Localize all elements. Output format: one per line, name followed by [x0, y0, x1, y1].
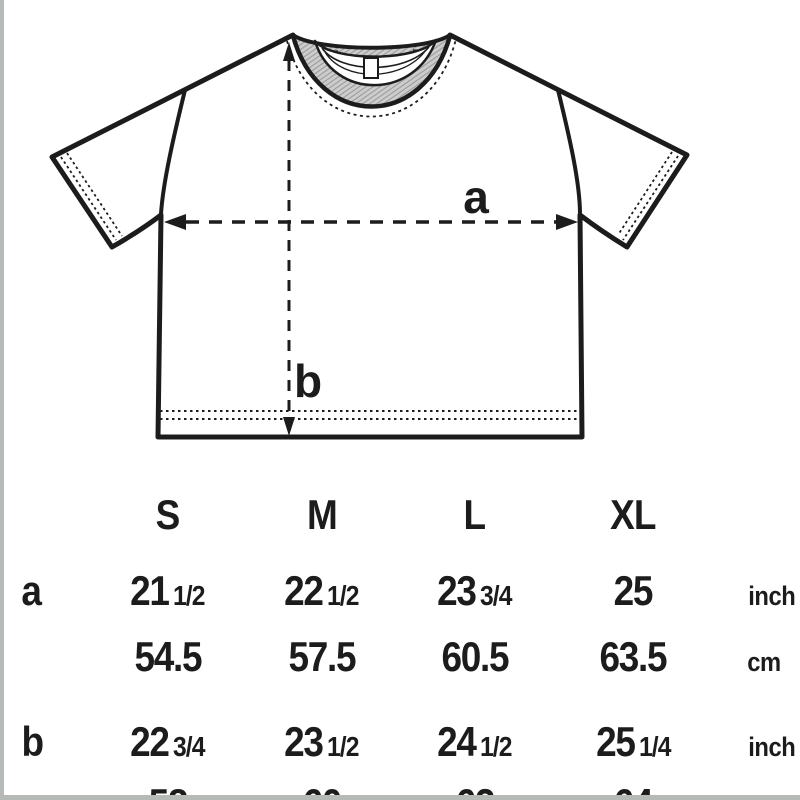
hem-stitching [160, 410, 580, 420]
collar-end-curl-right [412, 41, 434, 52]
b-inch-unit-text: inch [748, 732, 796, 762]
row-label-b: b [0, 719, 90, 765]
a-inch-s-whole: 21 [130, 567, 170, 614]
size-header-s-text: S [155, 491, 181, 538]
width-dimension-label: a [463, 171, 489, 223]
a-inch-m-frac: 1/2 [327, 580, 360, 611]
b-inch-l-frac: 1/2 [480, 731, 513, 762]
a-inch-l-frac: 3/4 [480, 580, 513, 611]
size-header-row: S M L XL [0, 490, 800, 540]
size-header-xl: XL [551, 490, 715, 540]
a-inch-xl-whole: 25 [613, 567, 654, 614]
length-arrow-down [283, 417, 295, 436]
a-inch-unit: inch [715, 573, 800, 619]
size-table: S M L XL a 21 1/2 22 1/2 23 3/4 25 inch 54.… [0, 460, 800, 800]
b-inch-s-frac: 3/4 [173, 731, 206, 762]
size-header-l: L [398, 490, 551, 540]
collar-end-curl-left [317, 42, 339, 53]
length-dimension-label: b [294, 355, 322, 407]
b-inch-m-frac: 1/2 [327, 731, 360, 762]
a-cm-s: 54.5 [90, 634, 245, 680]
a-inch-m-whole: 22 [284, 567, 324, 614]
length-arrow-up [283, 42, 295, 61]
left-cuff-stitching [60, 152, 123, 241]
row-b-inch: b 22 3/4 23 1/2 24 1/2 25 1/4 inch [0, 719, 800, 775]
a-cm-xl: 63.5 [551, 634, 715, 680]
b-inch-m-whole: 23 [284, 718, 324, 765]
a-cm-m-text: 57.5 [288, 633, 356, 680]
a-inch-l: 23 3/4 [398, 568, 551, 624]
right-armhole-seam [556, 89, 582, 215]
row-label-a-text: a [21, 567, 42, 614]
b-inch-m: 23 1/2 [245, 719, 398, 775]
a-inch-l-whole: 23 [437, 567, 477, 614]
b-inch-l: 24 1/2 [398, 719, 551, 775]
row-a-inch: a 21 1/2 22 1/2 23 3/4 25 inch [0, 568, 800, 624]
tshirt-diagram: a b [49, 32, 690, 440]
a-cm-m: 57.5 [245, 634, 398, 680]
a-cm-l: 60.5 [398, 634, 551, 680]
a-inch-m: 22 1/2 [245, 568, 398, 624]
a-cm-unit: cm [715, 639, 800, 685]
width-arrow-right [556, 214, 578, 230]
size-header-xl-text: XL [610, 491, 656, 538]
b-inch-l-whole: 24 [437, 718, 477, 765]
a-inch-s: 21 1/2 [90, 568, 245, 624]
a-inch-unit-text: inch [748, 581, 796, 611]
a-inch-xl: 25 [551, 568, 715, 624]
b-inch-s: 22 3/4 [90, 719, 245, 775]
left-armhole-seam [159, 89, 187, 215]
b-inch-xl-frac: 1/4 [638, 731, 672, 762]
right-cuff-stitching [617, 151, 679, 241]
a-inch-s-frac: 1/2 [173, 580, 206, 611]
size-header-m-text: M [306, 491, 338, 538]
a-cm-unit-text: cm [747, 647, 781, 677]
bottom-edge-strip [0, 795, 800, 800]
row-a-cm: 54.5 57.5 60.5 63.5 cm [0, 634, 800, 685]
b-inch-s-whole: 22 [130, 718, 170, 765]
tshirt-technical-drawing: a b [49, 32, 690, 440]
size-header-l-text: L [463, 491, 487, 538]
row-label-a: a [0, 568, 90, 614]
b-inch-xl: 25 1/4 [551, 719, 715, 775]
neck-tag [363, 57, 379, 79]
a-cm-xl-text: 63.5 [599, 633, 668, 680]
b-inch-xl-whole: 25 [595, 718, 636, 765]
left-edge-strip [0, 0, 4, 800]
size-header-m: M [245, 490, 398, 540]
width-arrow-left [164, 214, 186, 230]
b-inch-unit: inch [715, 724, 800, 770]
a-cm-l-text: 60.5 [441, 633, 509, 680]
size-header-s: S [90, 490, 245, 540]
row-label-b-text: b [21, 718, 45, 765]
a-cm-s-text: 54.5 [134, 633, 202, 680]
